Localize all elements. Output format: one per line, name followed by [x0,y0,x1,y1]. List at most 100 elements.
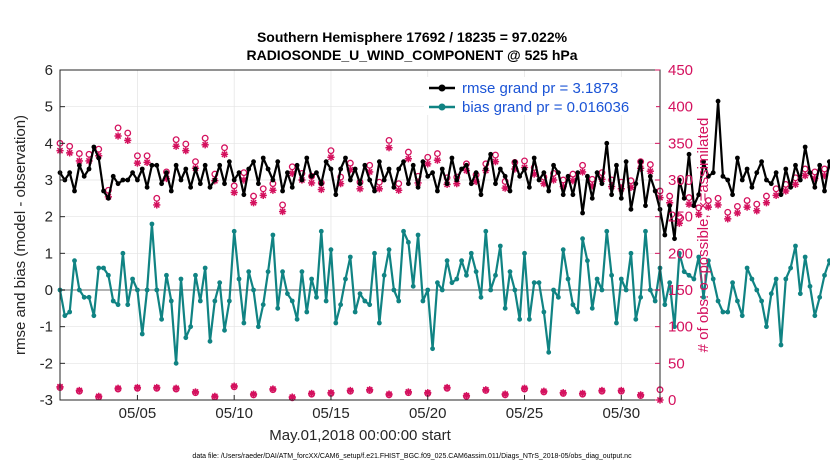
obs-assimilated-stroke [492,158,499,165]
bias-point [570,302,576,308]
bias-point [473,269,479,275]
bias-point [580,236,585,242]
bias-point [183,335,189,341]
bias-point [701,294,706,300]
x-tick-label: 05/10 [215,405,253,422]
rmse-point [164,170,169,176]
rmse-point [488,151,494,157]
obs-assimilated-marker [269,385,277,393]
obs-assimilated-stroke [647,168,654,175]
obs-assimilated-stroke [260,192,267,199]
obs-assimilated-stroke [395,187,402,194]
obs-assimilated-marker [714,201,722,209]
rmse-point [686,151,692,157]
rmse-point [614,162,619,168]
obs-possible-marker [579,161,587,169]
obs-assimilated-stroke [66,149,73,156]
rmse-point [768,181,774,187]
bias-point [420,298,426,304]
bias-point [672,324,677,330]
x-tick-label: 05/20 [409,405,447,422]
bias-point [255,324,261,330]
obs-possible-marker [133,152,141,160]
rmse-point [318,181,324,187]
rmse-point [430,170,435,176]
y2-tick-label: 100 [668,319,693,336]
obs-assimilated-marker [66,149,74,157]
rmse-point [391,184,397,190]
rmse-point [676,177,682,183]
bias-point [289,298,295,304]
rmse-point [764,177,769,183]
obs-assimilated-stroke [269,187,277,194]
obs-assimilated-stroke [308,179,315,187]
rmse-point [783,166,789,172]
obs-assimilated-stroke [269,385,277,393]
obs-assimilated-marker [259,191,267,199]
obs-assimilated-stroke [221,151,228,158]
bias-point [381,272,387,278]
obs-assimilated-stroke [134,384,141,391]
rmse-point [570,192,576,198]
obs-assimilated-stroke [579,168,586,176]
bias-point [599,287,605,293]
rmse-point [497,166,503,172]
obs-possible-marker [279,201,287,209]
rmse-point [744,166,750,172]
obs-assimilated-marker [433,156,442,164]
bias-point [788,265,794,271]
rmse-point [725,177,731,183]
bias-point [633,316,639,322]
y-tick-label: 2 [45,209,53,226]
bias-point [676,250,682,256]
chart-title: Southern Hemisphere 17692 / 18235 = 97.0… [257,29,568,45]
bias-point [715,298,721,304]
rmse-point [81,173,87,179]
bias-point [376,320,382,326]
rmse-point [130,170,135,176]
obs-assimilated-stroke [231,382,238,390]
rmse-point [255,181,261,187]
plot-area [60,70,660,400]
obs-possible-marker [259,185,267,193]
obs-assimilated-marker [75,386,83,395]
bias-point [638,294,644,300]
bias-point [686,272,692,278]
rmse-point [183,166,189,172]
obs-possible-marker [695,204,703,212]
obs-assimilated-stroke [463,392,470,399]
bias-point [531,280,537,286]
obs-assimilated-marker [646,167,654,175]
obs-assimilated-stroke [579,390,586,397]
rmse-point [154,162,160,168]
y-tick-label: -3 [40,392,53,409]
rmse-point [778,192,784,198]
obs-assimilated-stroke [356,185,364,192]
rmse-point [289,184,295,190]
obs-assimilated-stroke [173,385,180,392]
obs-assimilated-marker [172,142,180,150]
bias-point [623,287,629,293]
rmse-point [101,188,106,194]
obs-assimilated-stroke [308,390,315,397]
rmse-point [647,173,653,179]
obs-assimilated-stroke [337,180,344,187]
obs-assimilated-stroke [676,220,683,227]
bias-point [294,316,300,322]
bias-point [783,276,789,282]
rmse-point [575,170,581,176]
bias-point [62,313,68,319]
rmse-point [526,184,532,190]
rmse-point [309,173,315,179]
rmse-point [415,184,421,190]
bias-point [347,254,353,260]
obs-assimilated-marker [501,390,509,398]
bias-point [526,316,532,322]
bias-point [459,258,465,264]
obs-assimilated-marker [598,386,606,395]
obs-assimilated-stroke [531,171,538,178]
bias-point [72,258,77,264]
rmse-point [444,181,450,187]
bias-point [560,247,566,253]
bias-point [710,276,716,282]
